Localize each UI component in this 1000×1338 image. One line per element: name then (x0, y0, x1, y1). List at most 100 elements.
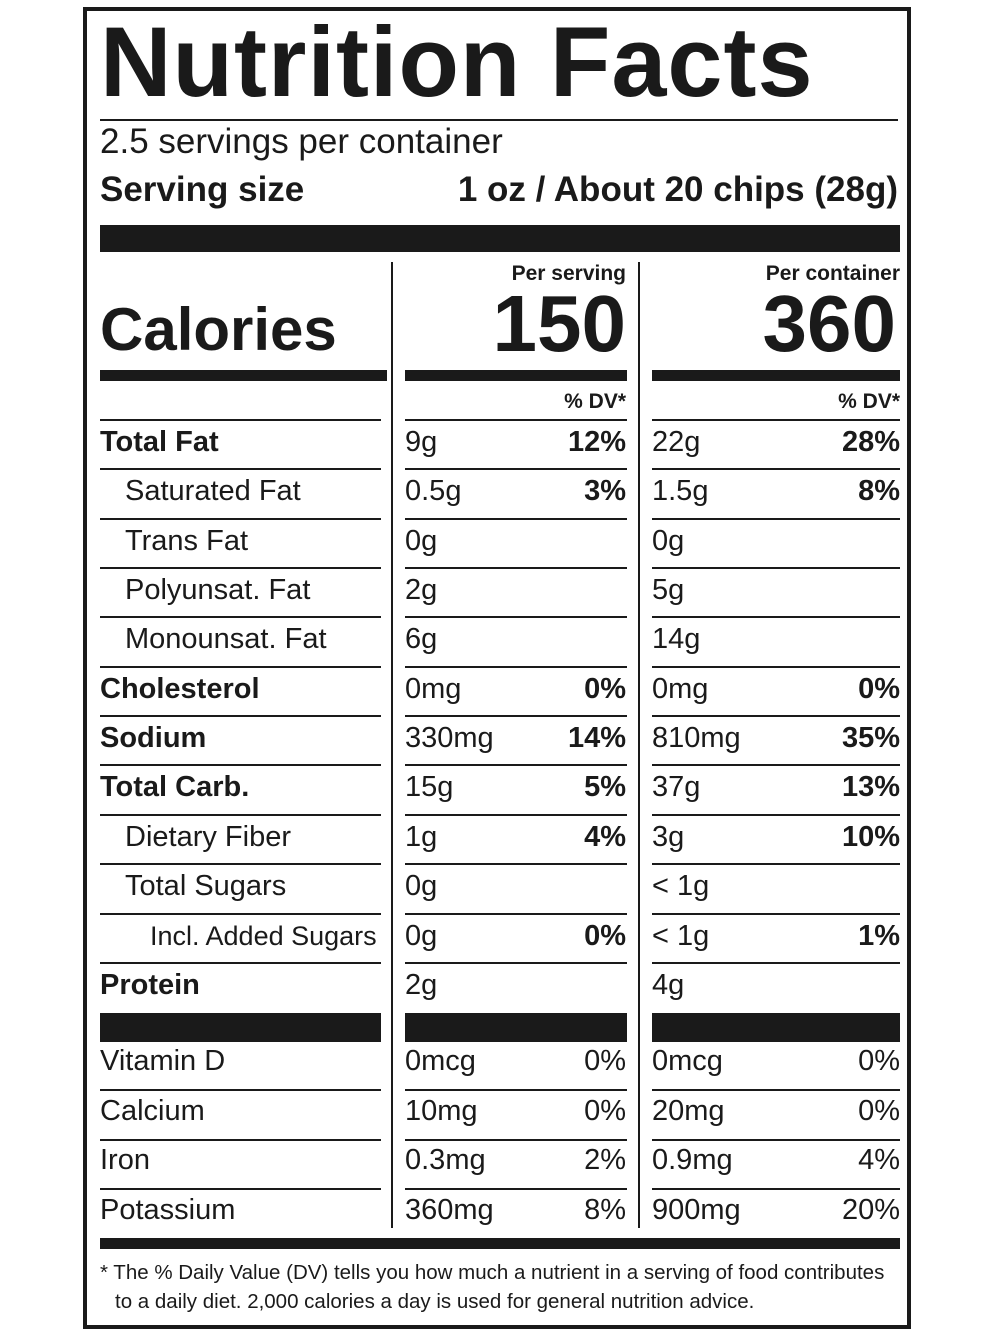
per-serving-dv: 0% (584, 672, 626, 705)
nutrition-label (83, 7, 911, 1329)
row-rule-11-serving (405, 962, 627, 964)
row-rule-2-serving (405, 518, 627, 520)
per-serving-amount: 9g (405, 426, 438, 458)
row-rule-8-container (652, 814, 900, 816)
row-rule-5-container (652, 666, 900, 668)
calories-rule-serving (405, 370, 627, 381)
per-serving-dv: 12% (567, 426, 626, 458)
row-rule-3-container (652, 567, 900, 569)
per-container-amount: 810mg (652, 722, 741, 755)
row-rule-0-serving (405, 419, 627, 421)
row-rule-6-container (652, 715, 900, 717)
per-container-amount: 1.5g (652, 475, 709, 508)
per-container-dv-header: % DV* (838, 390, 900, 413)
nutrient-name: Total Fat (100, 426, 219, 458)
row-rule-0-label (100, 419, 381, 421)
per-container-dv: 1% (858, 919, 900, 952)
per-container-amount: 0g (652, 524, 685, 557)
footnote-line-2: to a daily diet. 2,000 calories a day is… (115, 1290, 755, 1313)
row-rule-1-serving (405, 468, 627, 470)
vitamin-name: Iron (100, 1144, 150, 1177)
vitamin-rule-0-container (652, 1089, 900, 1091)
footnote-divider (100, 1238, 900, 1249)
nutrient-name: Polyunsat. Fat (125, 574, 311, 607)
per-serving-dv: 2% (584, 1144, 626, 1177)
nutrient-name: Total Sugars (125, 870, 287, 903)
row-rule-7-container (652, 764, 900, 766)
per-serving-amount: 330mg (405, 722, 494, 755)
row-rule-7-label (100, 764, 381, 766)
per-serving-amount: 2g (405, 574, 438, 607)
per-container-amount: 5g (652, 574, 685, 607)
nutrient-name: Trans Fat (125, 524, 249, 557)
vitamin-rule-0-serving (405, 1089, 627, 1091)
nutrient-name: Incl. Added Sugars (150, 920, 377, 951)
nutrient-name: Monounsat. Fat (125, 623, 327, 656)
per-container-amount: 37g (652, 771, 701, 804)
row-rule-9-serving (405, 863, 627, 865)
per-serving-amount: 0g (405, 524, 438, 557)
per-container-amount: < 1g (652, 870, 710, 903)
serving-size-label: Serving size (100, 170, 305, 209)
row-rule-3-label (100, 567, 381, 569)
serving-size-value: 1 oz / About 20 chips (28g) (457, 170, 898, 209)
per-serving-dv: 3% (584, 475, 626, 508)
row-rule-0-container (652, 419, 900, 421)
nutrient-name: Cholesterol (100, 672, 260, 705)
per-serving-amount: 0mg (405, 672, 462, 705)
row-rule-11-label (100, 962, 381, 964)
per-container-amount: 0mcg (652, 1045, 723, 1077)
per-serving-amount: 6g (405, 623, 438, 656)
calories-label: Calories (100, 296, 337, 363)
per-container-dv: 28% (841, 426, 900, 458)
per-serving-amount: 10mg (405, 1094, 478, 1127)
nutrient-name: Total Carb. (100, 771, 250, 804)
per-serving-amount: 15g (405, 771, 454, 804)
per-serving-dv-header: % DV* (564, 390, 626, 413)
vitamin-name: Potassium (100, 1194, 236, 1227)
per-serving-calories: 150 (492, 279, 626, 368)
per-serving-dv: 0% (584, 919, 626, 952)
row-rule-3-serving (405, 567, 627, 569)
row-rule-5-serving (405, 666, 627, 668)
row-rule-1-container (652, 468, 900, 470)
per-container-amount: 0.9mg (652, 1144, 733, 1177)
servings-per-container: 2.5 servings per container (100, 122, 503, 161)
calories-rule-label (100, 370, 387, 381)
row-rule-1-label (100, 468, 381, 470)
row-rule-6-label (100, 715, 381, 717)
per-serving-amount: 360mg (405, 1194, 494, 1227)
column-divider-right (638, 262, 640, 1228)
row-rule-10-label (100, 913, 381, 915)
thick-divider-vitamins-serving (405, 1013, 627, 1042)
per-serving-amount: 1g (405, 820, 438, 853)
page-title: Nutrition Facts (100, 6, 814, 117)
row-rule-8-label (100, 814, 381, 816)
row-rule-5-label (100, 666, 381, 668)
per-container-dv: 35% (841, 722, 900, 755)
row-rule-2-container (652, 518, 900, 520)
per-serving-amount: 0g (405, 919, 438, 952)
per-container-dv: 4% (858, 1144, 900, 1177)
per-serving-amount: 2g (405, 968, 438, 1001)
title-divider (100, 119, 898, 121)
vitamin-name: Vitamin D (100, 1045, 226, 1077)
nutrient-name: Saturated Fat (125, 475, 301, 508)
per-serving-amount: 0.3mg (405, 1144, 486, 1177)
row-rule-4-label (100, 616, 381, 618)
per-container-dv: 8% (858, 475, 900, 508)
per-container-amount: 20mg (652, 1094, 725, 1127)
per-container-dv: 10% (841, 820, 900, 853)
per-container-dv: 20% (841, 1194, 900, 1227)
per-container-dv: 0% (858, 1094, 900, 1127)
per-container-amount: 0mg (652, 672, 709, 705)
column-divider-left (391, 262, 393, 1228)
vitamin-rule-1-serving (405, 1139, 627, 1141)
thick-divider-vitamins-label (100, 1013, 381, 1042)
per-container-amount: 4g (652, 968, 685, 1001)
per-serving-amount: 0mcg (405, 1045, 476, 1077)
per-container-amount: 22g (652, 426, 701, 458)
nutrient-name: Dietary Fiber (125, 820, 291, 853)
nutrient-name: Protein (100, 968, 200, 1001)
per-serving-header: Per serving (511, 262, 626, 285)
